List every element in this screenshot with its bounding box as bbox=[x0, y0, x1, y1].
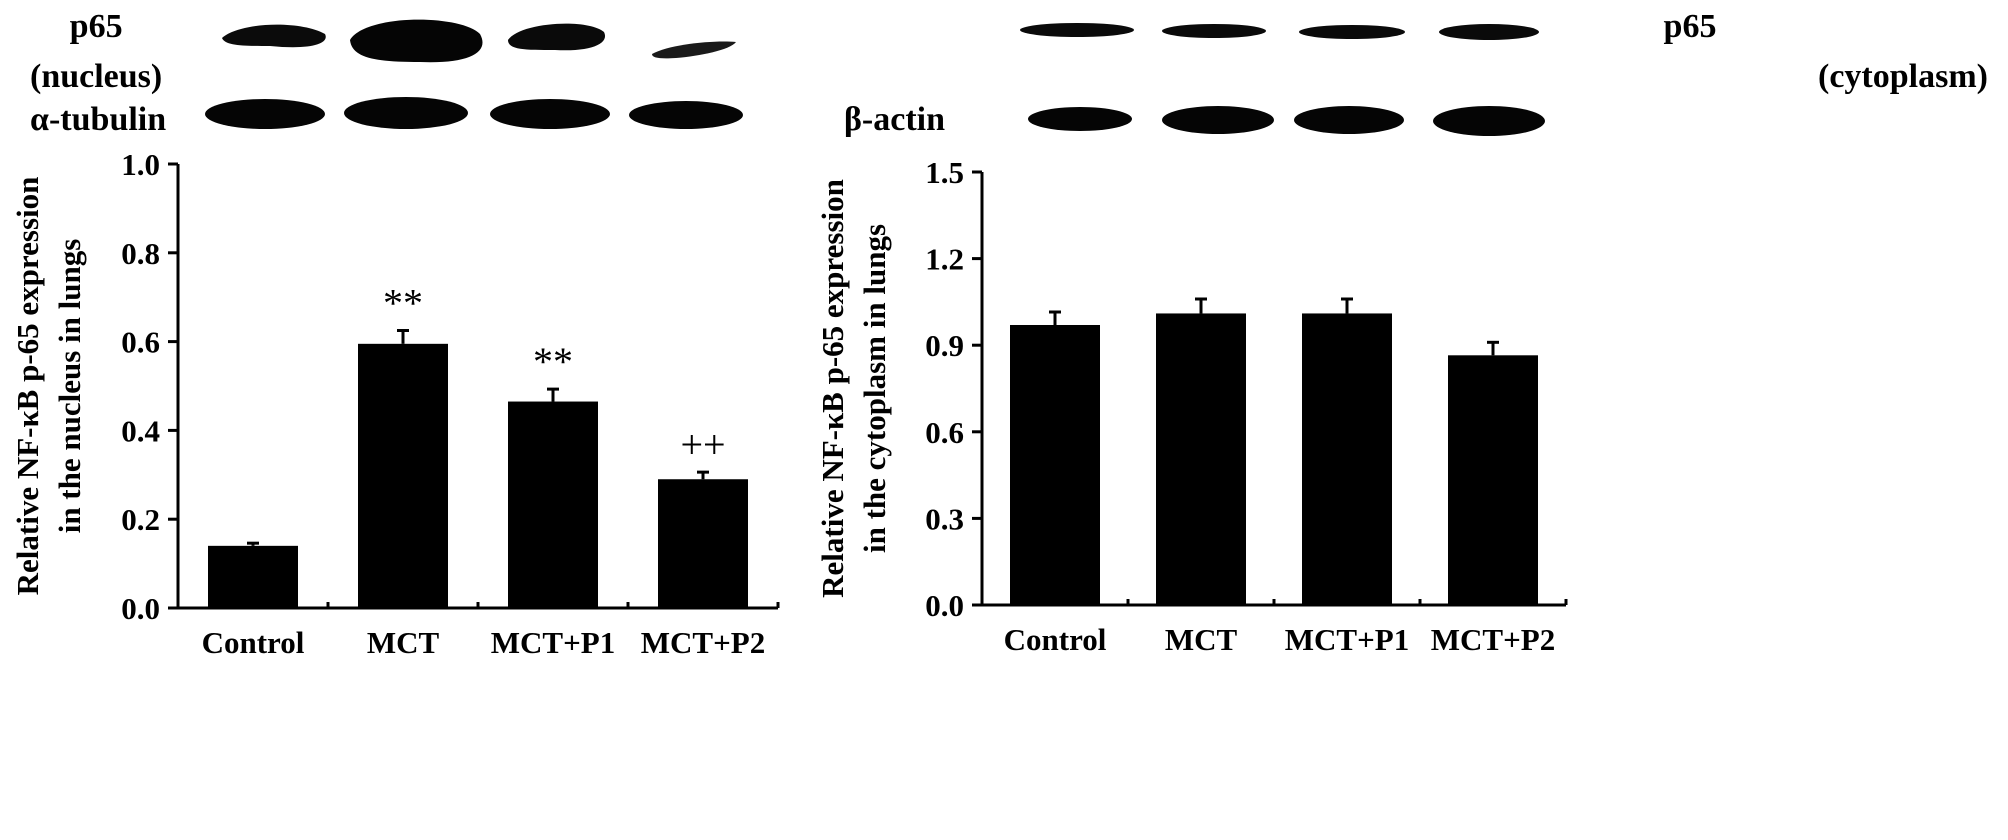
blot-band bbox=[508, 23, 606, 51]
blot-band bbox=[1020, 23, 1134, 37]
blot-band bbox=[490, 99, 610, 129]
blot-band bbox=[1433, 106, 1545, 136]
blot-band bbox=[1162, 106, 1274, 134]
category-label: MCT+P1 bbox=[491, 625, 615, 660]
bar bbox=[1010, 324, 1100, 605]
category-label: MCT+P1 bbox=[1285, 622, 1409, 657]
blot-band bbox=[1028, 107, 1132, 131]
y-tick-label: 0.0 bbox=[925, 588, 964, 623]
blot-label-line: (cytoplasm) bbox=[1818, 58, 1988, 95]
y-tick-label: 0.2 bbox=[121, 502, 160, 537]
blot-band bbox=[1294, 106, 1404, 134]
y-tick-label: 1.2 bbox=[925, 242, 964, 277]
blot-band bbox=[1439, 24, 1539, 40]
category-label: MCT bbox=[1165, 622, 1238, 657]
category-label: Control bbox=[202, 625, 305, 660]
blot-band bbox=[1299, 25, 1405, 39]
western-blot-nucleus bbox=[205, 19, 743, 129]
y-tick-label: 1.5 bbox=[925, 155, 964, 190]
blot-band bbox=[205, 99, 325, 129]
blot-row-alpha-tubulin bbox=[205, 97, 743, 129]
category-label: Control bbox=[1004, 622, 1107, 657]
nucleus-bar-chart: 0.0 0.2 0.4 0.6 0.8 1.0 Control ** MCT ** MCT+P1 ++… bbox=[10, 147, 780, 660]
cytoplasm-panel: p65 (cytoplasm) β-actin 0.0 0.3 0.6 0.9 1.2 1… bbox=[815, 0, 2008, 840]
y-tick-label: 0.8 bbox=[121, 236, 160, 271]
cytoplasm-bar-chart: 0.0 0.3 0.6 0.9 1.2 1.5 Control MCT MCT+P1 MCT+P2… bbox=[815, 155, 1568, 657]
blot-band bbox=[222, 24, 326, 48]
bar bbox=[1448, 355, 1538, 605]
y-tick-label: 0.6 bbox=[925, 415, 964, 450]
y-axis-label: Relative NF-κB p-65 expression bbox=[815, 179, 850, 598]
y-axis-label: in the cytoplasm in lungs bbox=[857, 224, 892, 553]
blot-row-beta-actin bbox=[1028, 106, 1545, 136]
significance-label: ++ bbox=[680, 422, 725, 467]
blot-row-p65-cytoplasm bbox=[1020, 23, 1539, 40]
bar bbox=[1302, 313, 1392, 605]
significance-label: ** bbox=[383, 281, 423, 326]
significance-label: ** bbox=[533, 339, 573, 384]
blot-band bbox=[344, 97, 468, 129]
blot-label-p65-nucleus: p65 (nucleus) bbox=[30, 8, 162, 96]
blot-band bbox=[652, 41, 736, 59]
y-tick-label: 0.6 bbox=[121, 325, 160, 360]
y-tick-label: 0.3 bbox=[925, 501, 964, 536]
blot-band bbox=[629, 101, 743, 129]
bar bbox=[1156, 313, 1246, 605]
blot-label-line: α-tubulin bbox=[30, 101, 167, 138]
blot-label-line: p65 bbox=[1663, 8, 1717, 45]
blot-band bbox=[1162, 24, 1266, 38]
blot-label-alpha-tubulin: α-tubulin bbox=[30, 101, 166, 139]
y-tick-label: 1.0 bbox=[121, 147, 160, 182]
nucleus-panel: p65 (nucleus) α-tubulin 0.0 0.2 0.4 0.6 0.8 1… bbox=[10, 8, 780, 660]
category-label: MCT+P2 bbox=[641, 625, 765, 660]
y-tick-label: 0.4 bbox=[121, 413, 160, 448]
y-axis-label: Relative NF-κB p-65 expression bbox=[10, 177, 45, 596]
western-blot-cytoplasm bbox=[1020, 23, 1545, 136]
blot-band bbox=[350, 19, 483, 63]
bar bbox=[208, 545, 298, 608]
bar bbox=[658, 479, 748, 608]
y-axis-label: in the nucleus in lungs bbox=[52, 239, 87, 534]
y-tick-label: 0.9 bbox=[925, 328, 964, 363]
blot-label-line: (nucleus) bbox=[30, 58, 163, 95]
bar bbox=[358, 343, 448, 608]
bar bbox=[508, 401, 598, 608]
blot-row-p65-nucleus bbox=[222, 19, 736, 63]
category-label: MCT+P2 bbox=[1431, 622, 1555, 657]
blot-label-line: β-actin bbox=[844, 101, 946, 138]
category-label: MCT bbox=[367, 625, 440, 660]
y-tick-label: 0.0 bbox=[121, 591, 160, 626]
blot-label-line: p65 bbox=[69, 8, 123, 45]
